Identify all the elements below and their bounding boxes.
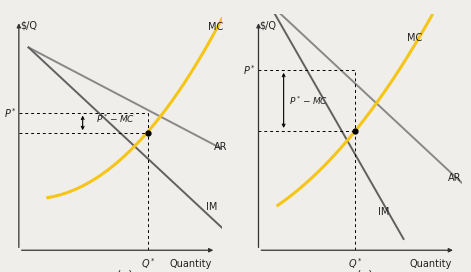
Text: AR: AR	[448, 173, 462, 183]
Text: $P^*-MC$: $P^*-MC$	[96, 112, 135, 125]
Text: $/Q: $/Q	[20, 20, 37, 30]
Text: $/Q: $/Q	[260, 20, 276, 30]
Text: Quantity: Quantity	[409, 259, 452, 269]
Text: $P^*$: $P^*$	[244, 63, 257, 77]
Text: (a): (a)	[117, 269, 133, 272]
Text: AR: AR	[214, 141, 227, 152]
Text: IM: IM	[378, 207, 390, 217]
Text: IM: IM	[206, 202, 218, 212]
Text: MC: MC	[407, 33, 422, 43]
Text: $P^*-MC$: $P^*-MC$	[290, 94, 328, 107]
Text: $Q^*$: $Q^*$	[141, 256, 156, 271]
Text: $Q^*$: $Q^*$	[348, 256, 363, 271]
Text: $P^*$: $P^*$	[4, 106, 17, 120]
Text: Quantity: Quantity	[170, 259, 212, 269]
Text: MC: MC	[208, 22, 224, 32]
Text: (a): (a)	[357, 269, 373, 272]
